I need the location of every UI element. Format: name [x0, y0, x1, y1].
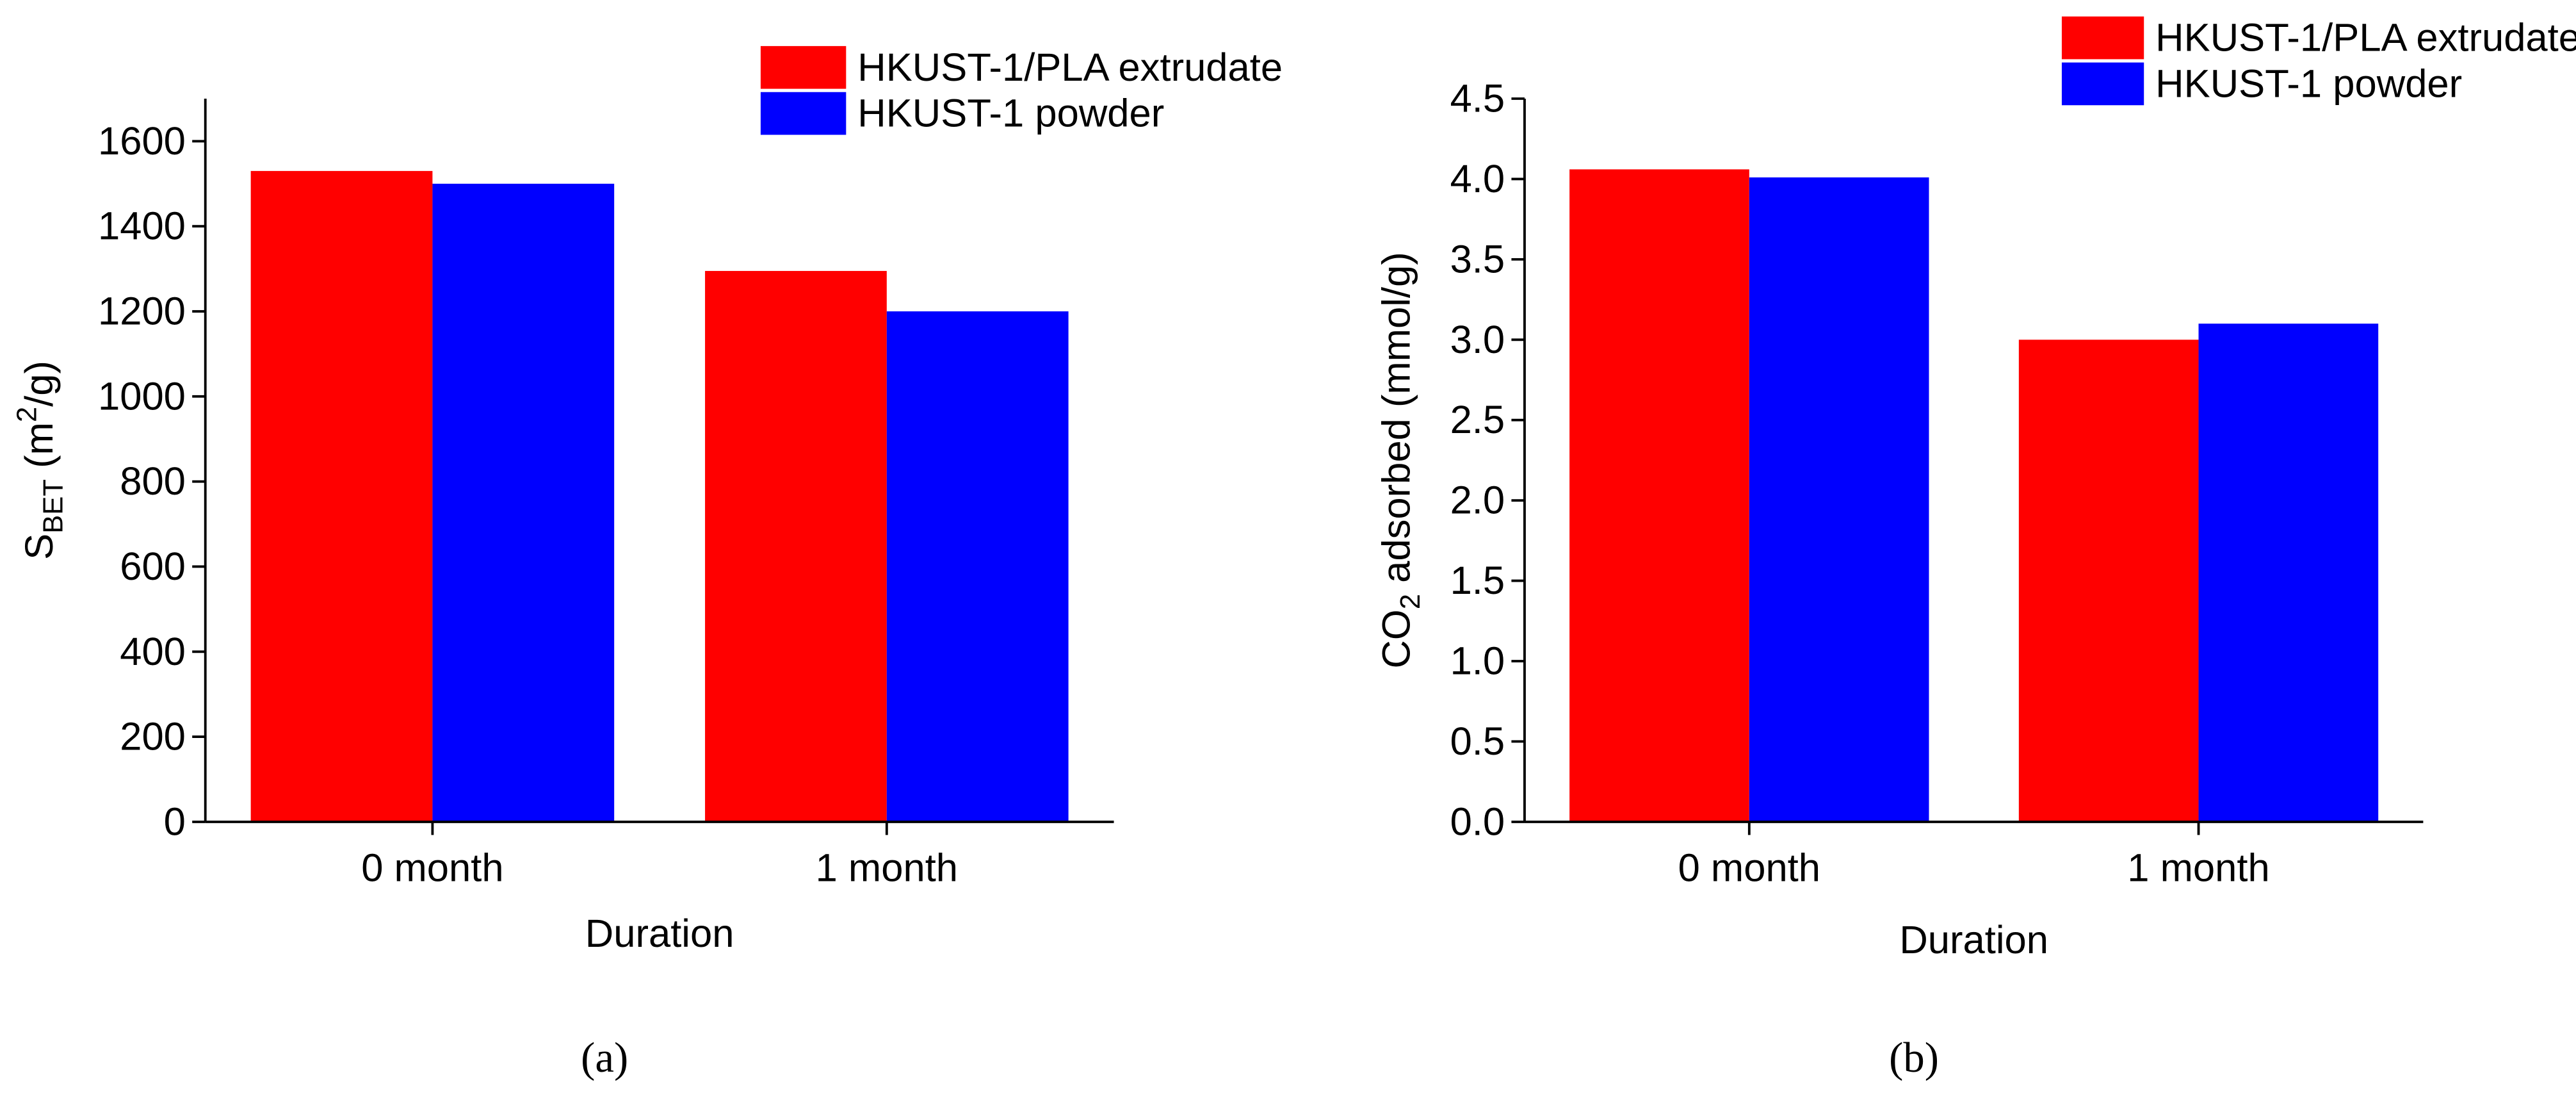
- x-axis-label: Duration: [1899, 918, 2048, 962]
- y-tick-label: 200: [120, 715, 186, 759]
- legend-swatch: [2061, 62, 2144, 106]
- y-tick-label: 3.0: [1450, 318, 1505, 362]
- y-tick-label: 0: [164, 799, 186, 844]
- legend-swatch: [2061, 16, 2144, 60]
- bar: [2198, 324, 2379, 822]
- x-tick-label: 0 month: [1678, 846, 1820, 890]
- y-tick-label: 2.0: [1450, 479, 1505, 523]
- y-tick-label: 3.5: [1450, 237, 1505, 281]
- y-axis-label-part: (m: [17, 422, 61, 479]
- legend-label: HKUST-1/PLA extrudate: [2155, 16, 2576, 60]
- legend-label: HKUST-1/PLA extrudate: [857, 45, 1283, 90]
- y-axis-label-part: 2: [12, 407, 42, 422]
- y-axis-label-part: S: [17, 534, 61, 560]
- y-tick-label: 1200: [98, 290, 186, 334]
- y-axis-label: SBET (m2/g): [12, 361, 69, 560]
- x-tick-label: 1 month: [816, 846, 958, 890]
- y-axis-label-part: CO: [1374, 609, 1418, 668]
- bar: [1749, 177, 1929, 822]
- y-tick-label: 600: [120, 545, 186, 589]
- bar: [705, 270, 887, 822]
- y-tick-label: 1.0: [1450, 639, 1505, 684]
- y-tick-label: 800: [120, 459, 186, 504]
- x-axis-label: Duration: [585, 912, 734, 956]
- panel-label: (a): [581, 1035, 628, 1081]
- y-tick-label: 0.0: [1450, 799, 1505, 844]
- y-tick-label: 1.5: [1450, 559, 1505, 603]
- y-tick-label: 1400: [98, 204, 186, 249]
- y-axis-label-part: BET: [38, 479, 69, 534]
- legend-swatch: [760, 45, 847, 89]
- y-tick-label: 1000: [98, 374, 186, 418]
- bar: [1569, 169, 1749, 822]
- bar: [886, 311, 1069, 822]
- bar: [250, 170, 433, 822]
- x-tick-label: 0 month: [361, 846, 503, 890]
- chart-panel: 0 200 400 600 800 1000 1200 1400 1600 0 month 1 mo…: [12, 45, 1283, 1081]
- y-axis-label-part: adsorbed (mmol/g): [1374, 252, 1418, 594]
- bar: [432, 183, 615, 822]
- y-axis-label-part: 2: [1395, 594, 1426, 609]
- legend-swatch: [760, 92, 847, 135]
- y-tick-label: 2.5: [1450, 398, 1505, 442]
- legend-label: HKUST-1 powder: [857, 92, 1164, 136]
- y-axis-label-part: /g): [17, 361, 61, 407]
- y-tick-label: 4.0: [1450, 157, 1505, 201]
- chart-panel: 0.0 0.5 1.0 1.5 2.0 2.5 3.0 3.5 4.0 4.5 0 month 1 m…: [1374, 16, 2576, 1081]
- bar: [2018, 340, 2199, 822]
- y-tick-label: 1600: [98, 119, 186, 163]
- y-tick-label: 4.5: [1450, 77, 1505, 121]
- y-axis-label: CO2 adsorbed (mmol/g): [1374, 252, 1425, 668]
- x-tick-label: 1 month: [2127, 846, 2269, 890]
- panel-label: (b): [1889, 1035, 1939, 1081]
- y-tick-label: 400: [120, 630, 186, 674]
- y-tick-label: 0.5: [1450, 719, 1505, 764]
- legend-label: HKUST-1 powder: [2155, 61, 2462, 106]
